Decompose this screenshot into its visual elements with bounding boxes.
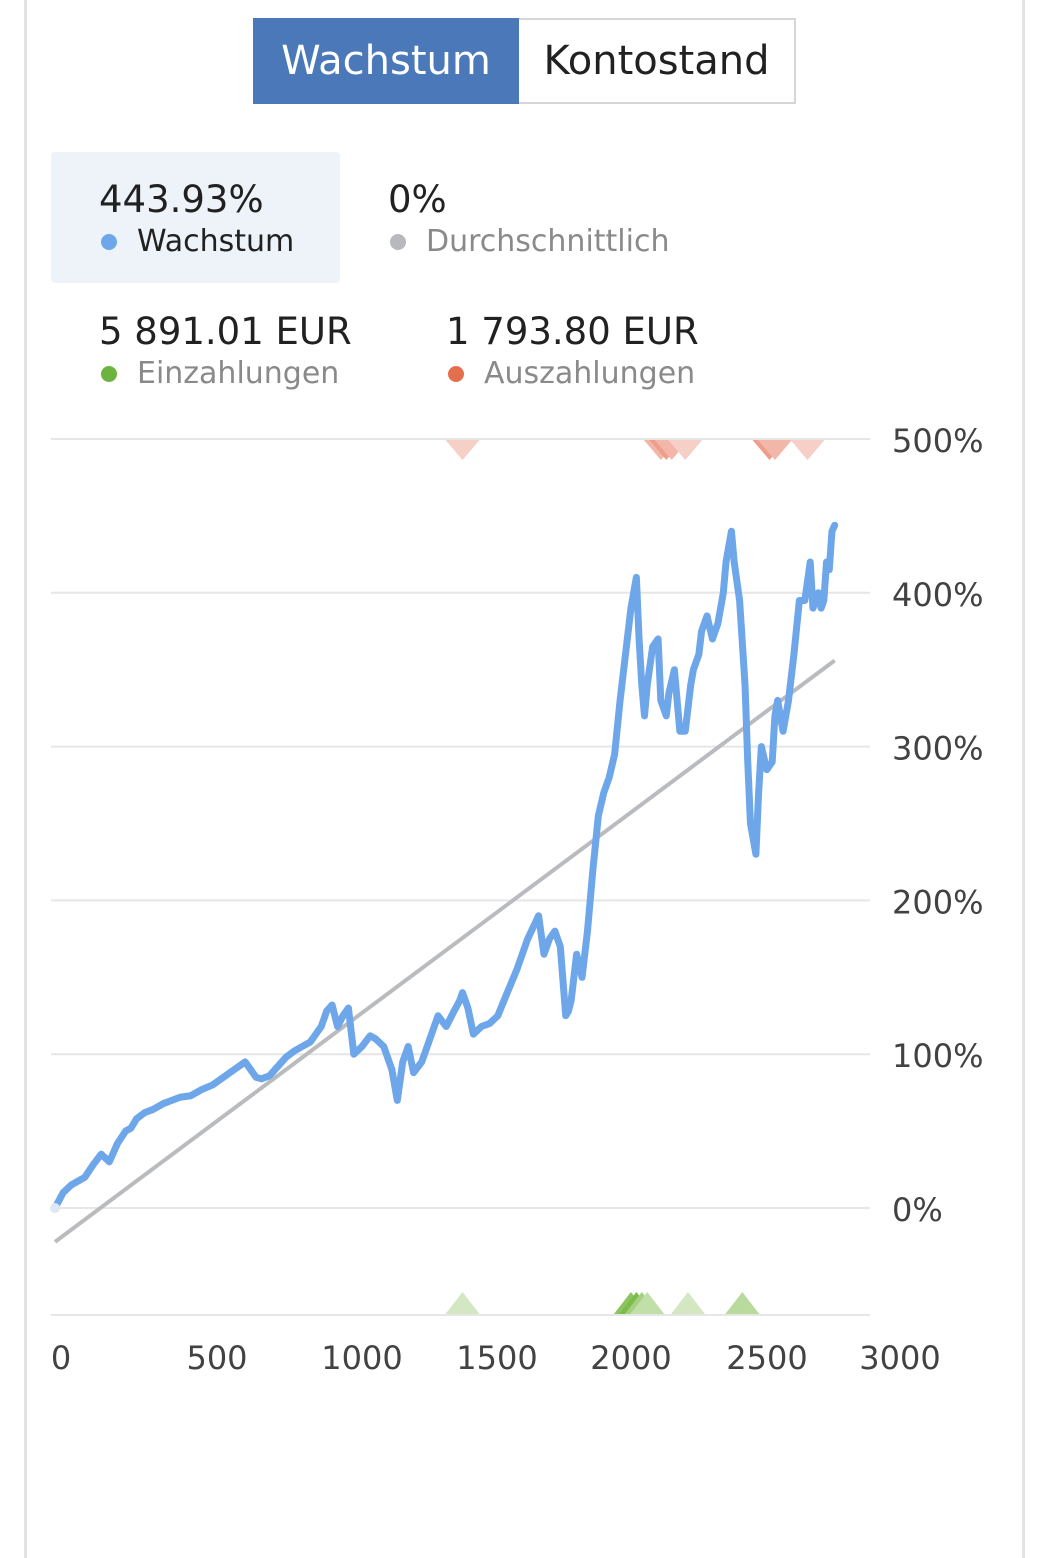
x-tick-label: 1000 [321,1339,402,1377]
average-dot-icon [390,234,406,250]
deposits-label: Einzahlungen [137,356,340,391]
deposit-marker [630,1292,665,1314]
tab-balance[interactable]: Kontostand [519,18,796,104]
deposit-marker [725,1292,760,1314]
y-tick-label: 200% [892,883,983,921]
growth-value: 443.93% [99,178,264,221]
y-tick-label: 500% [892,422,983,460]
chart-mode-tabs: Wachstum Kontostand [253,18,796,104]
x-tick-label: 0 [51,1339,71,1377]
average-value: 0% [388,178,447,221]
average-label: Durchschnittlich [426,224,670,259]
y-tick-label: 0% [892,1191,943,1229]
growth-series-line [51,521,839,1212]
growth-label: Wachstum [137,224,295,259]
withdrawals-stat[interactable]: 1 793.80 EUR Auszahlungen [446,310,699,394]
x-tick-label: 2500 [726,1339,807,1377]
withdrawal-marker [790,440,825,460]
withdrawal-marker [445,440,480,460]
growth-dot-icon [101,234,117,250]
deposits-dot-icon [101,366,117,382]
deposits-value: 5 891.01 EUR [99,310,352,353]
growth-start-point [50,1203,60,1213]
withdrawals-label: Auszahlungen [484,356,696,391]
withdrawal-marker [757,440,792,460]
y-tick-label: 400% [892,576,983,614]
frame-left-border [24,0,27,1558]
deposits-stat[interactable]: 5 891.01 EUR Einzahlungen [99,310,352,394]
deposit-marker [670,1292,705,1314]
average-legend: Durchschnittlich [388,222,670,262]
average-stat[interactable]: 0% Durchschnittlich [388,178,670,262]
x-tick-label: 1500 [456,1339,537,1377]
growth-legend: Wachstum [99,222,294,262]
y-tick-label: 100% [892,1037,983,1075]
y-tick-label: 300% [892,730,983,768]
deposits-legend: Einzahlungen [99,354,352,394]
withdrawal-marker [668,440,703,460]
x-tick-label: 2000 [590,1339,671,1377]
x-tick-label: 500 [186,1339,247,1377]
growth-chart[interactable]: 500% 400% 300% 200% 100% 0% 0 500 1000 1500 2000 25… [0,400,1060,1400]
frame-right-border [1022,0,1025,1558]
withdrawals-legend: Auszahlungen [446,354,699,394]
withdrawals-value: 1 793.80 EUR [446,310,699,353]
x-tick-label: 3000 [859,1339,940,1377]
withdrawals-dot-icon [448,366,464,382]
growth-stat-card[interactable]: 443.93% Wachstum [51,152,340,283]
average-trend-line [53,658,836,1244]
deposit-marker [445,1292,480,1314]
tab-growth[interactable]: Wachstum [253,18,519,104]
